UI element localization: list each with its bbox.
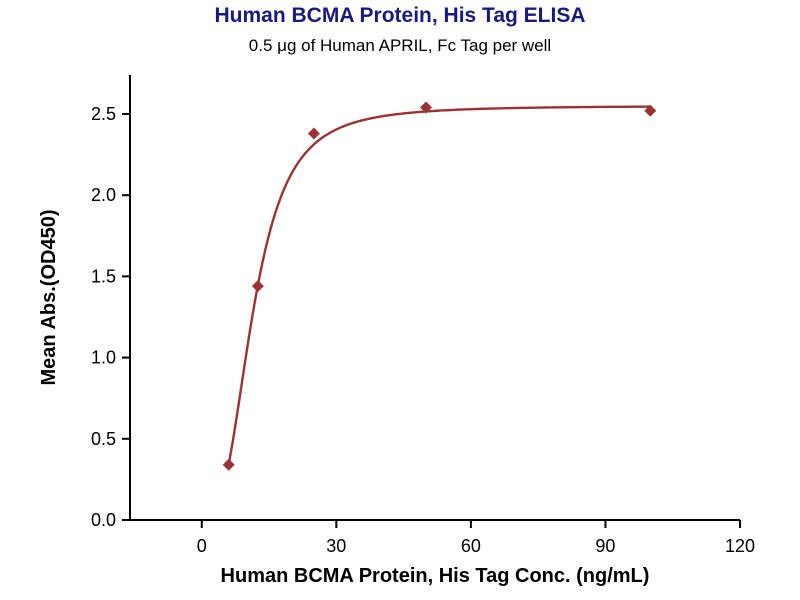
x-tick-label: 60 [461,536,481,556]
chart-subtitle: 0.5 μg of Human APRIL, Fc Tag per well [248,36,552,55]
x-tick-label: 0 [197,536,207,556]
chart-title: Human BCMA Protein, His Tag ELISA [214,4,586,27]
y-tick-label: 1.5 [91,266,116,286]
x-tick-label: 120 [725,536,755,556]
y-tick-label: 2.0 [91,185,116,205]
x-tick-label: 90 [595,536,615,556]
x-tick-label: 30 [326,536,346,556]
fit-curve [227,105,652,466]
data-point-diamond [222,458,235,471]
data-point-diamond [307,127,320,140]
y-tick-label: 1.0 [91,348,116,368]
y-axis-title: Mean Abs.(OD450) [38,210,60,386]
y-tick-label: 2.5 [91,104,116,124]
y-tick-label: 0.5 [91,429,116,449]
data-point-diamond [644,104,657,117]
y-tick-label: 0.0 [91,510,116,530]
data-point-diamond [251,280,264,293]
x-axis-title: Human BCMA Protein, His Tag Conc. (ng/mL… [221,565,650,587]
data-point-diamond [420,101,433,114]
